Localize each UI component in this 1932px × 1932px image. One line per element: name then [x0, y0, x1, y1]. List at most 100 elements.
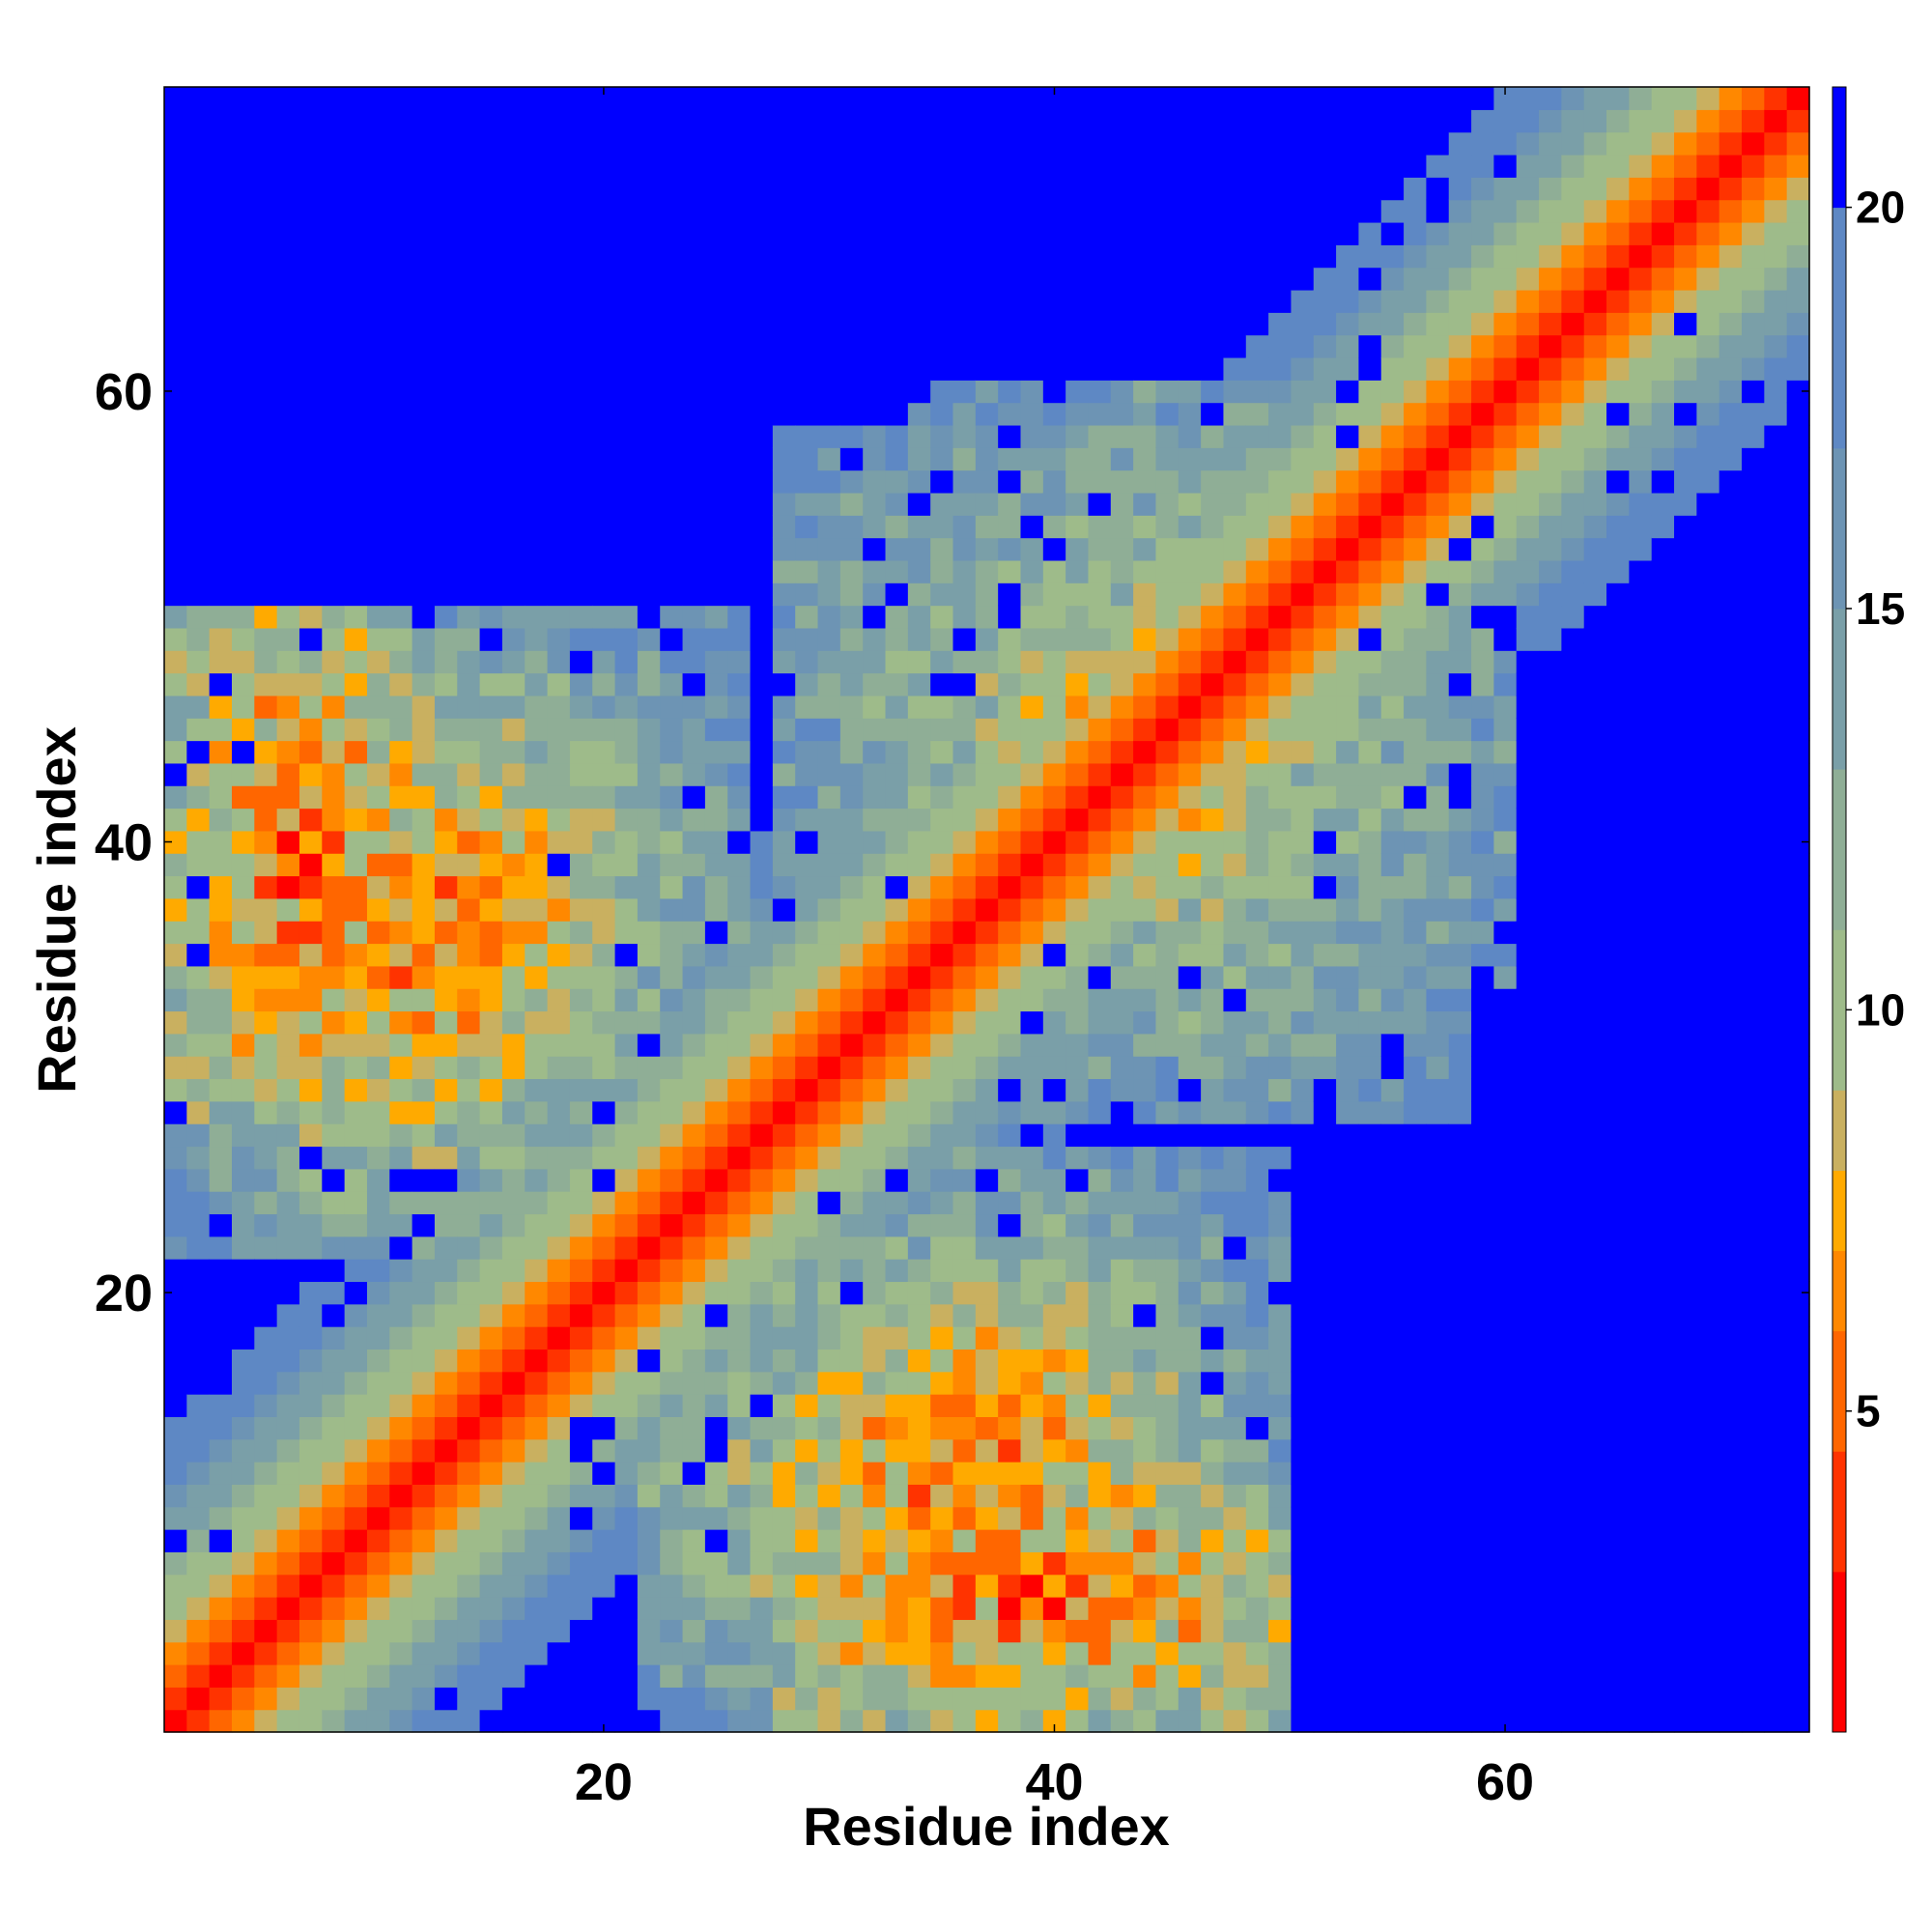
heatmap-cell: [1313, 199, 1337, 223]
heatmap-cell: [1110, 650, 1134, 674]
heatmap-cell: [434, 1078, 458, 1102]
heatmap-cell: [1155, 492, 1179, 516]
heatmap-cell: [930, 897, 954, 922]
heatmap-cell: [727, 177, 752, 201]
heatmap-cell: [1155, 695, 1179, 719]
heatmap-cell: [1336, 1438, 1360, 1463]
heatmap-cell: [1539, 1033, 1562, 1057]
heatmap-cell: [1448, 897, 1472, 922]
heatmap-cell: [1358, 424, 1382, 448]
heatmap-cell: [592, 1484, 616, 1508]
heatmap-cell: [1561, 559, 1585, 583]
heatmap-cell: [1516, 740, 1540, 764]
heatmap-cell: [952, 1371, 977, 1395]
heatmap-cell: [1674, 131, 1697, 156]
heatmap-cell: [1380, 1529, 1405, 1552]
heatmap-cell: [1065, 1100, 1090, 1124]
heatmap-cell: [1561, 1484, 1585, 1508]
heatmap-cell: [1155, 718, 1179, 742]
heatmap-cell: [614, 87, 639, 110]
heatmap-cell: [1020, 492, 1044, 516]
heatmap-cell: [1201, 492, 1225, 516]
heatmap-cell: [704, 87, 728, 110]
heatmap-cell: [569, 289, 593, 313]
heatmap-cell: [525, 718, 549, 742]
heatmap-cell: [1065, 1619, 1090, 1643]
heatmap-cell: [1516, 1394, 1540, 1417]
heatmap-cell: [1651, 1506, 1675, 1530]
heatmap-cell: [975, 808, 999, 832]
heatmap-cell: [1065, 695, 1090, 719]
heatmap-cell: [750, 312, 774, 336]
heatmap-cell: [1042, 402, 1066, 426]
heatmap-cell: [975, 627, 999, 651]
heatmap-cell: [1380, 875, 1405, 899]
heatmap-cell: [885, 559, 909, 583]
heatmap-cell: [366, 1078, 390, 1102]
heatmap-cell: [817, 1641, 841, 1665]
heatmap-cell: [1448, 853, 1472, 877]
heatmap-cell: [1471, 1687, 1494, 1711]
heatmap-cell: [1133, 1236, 1157, 1260]
heatmap-cell: [254, 1303, 278, 1327]
heatmap-cell: [1516, 762, 1540, 786]
heatmap-cell: [501, 1551, 526, 1576]
heatmap-cell: [1561, 492, 1585, 516]
heatmap-cell: [682, 1709, 706, 1733]
heatmap-cell: [1561, 1664, 1585, 1688]
heatmap-cell: [1404, 492, 1428, 516]
heatmap-cell: [1133, 1709, 1157, 1733]
heatmap-cell: [1065, 515, 1090, 539]
heatmap-cell: [863, 1394, 887, 1417]
heatmap-cell: [1268, 87, 1293, 110]
heatmap-cell: [1201, 537, 1225, 561]
heatmap-cell: [660, 875, 684, 899]
heatmap-cell: [209, 1394, 233, 1417]
heatmap-cell: [1426, 1574, 1450, 1598]
heatmap-cell: [547, 695, 571, 719]
heatmap-cell: [501, 356, 526, 381]
heatmap-cell: [839, 1168, 864, 1192]
heatmap-cell: [1404, 1259, 1428, 1283]
heatmap-cell: [1110, 672, 1134, 696]
heatmap-cell: [344, 356, 368, 381]
heatmap-cell: [479, 109, 503, 133]
heatmap-cell: [772, 627, 796, 651]
heatmap-cell: [704, 943, 728, 967]
heatmap-cell: [727, 492, 752, 516]
heatmap-cell: [164, 1303, 187, 1327]
heatmap-cell: [660, 1259, 684, 1283]
heatmap-cell: [231, 221, 255, 245]
heatmap-cell: [1223, 1259, 1247, 1283]
heatmap-cell: [1629, 1100, 1653, 1124]
heatmap-cell: [1268, 1100, 1293, 1124]
heatmap-cell: [344, 1506, 368, 1530]
heatmap-cell: [682, 897, 706, 922]
heatmap-cell: [817, 943, 841, 967]
heatmap-cell: [1561, 334, 1585, 358]
heatmap-cell: [479, 897, 503, 922]
heatmap-cell: [817, 1529, 841, 1552]
heatmap-cell: [1561, 109, 1585, 133]
heatmap-cell: [704, 1438, 728, 1463]
heatmap-cell: [186, 1078, 211, 1102]
heatmap-cell: [1583, 943, 1607, 967]
heatmap-cell: [254, 1236, 278, 1260]
heatmap-cell: [907, 334, 931, 358]
heatmap-cell: [1088, 875, 1112, 899]
heatmap-cell: [1155, 1259, 1179, 1283]
heatmap-cell: [231, 1506, 255, 1530]
heatmap-cell: [704, 1484, 728, 1508]
heatmap-cell: [547, 1281, 571, 1305]
heatmap-cell: [682, 1010, 706, 1035]
heatmap-cell: [1448, 559, 1472, 583]
heatmap-cell: [186, 1687, 211, 1711]
heatmap-cell: [1223, 672, 1247, 696]
heatmap-cell: [1268, 1281, 1293, 1305]
heatmap-cell: [344, 154, 368, 178]
heatmap-cell: [930, 1438, 954, 1463]
heatmap-cell: [366, 1146, 390, 1170]
heatmap-cell: [975, 1438, 999, 1463]
heatmap-cell: [322, 447, 346, 471]
heatmap-cell: [1178, 830, 1202, 854]
